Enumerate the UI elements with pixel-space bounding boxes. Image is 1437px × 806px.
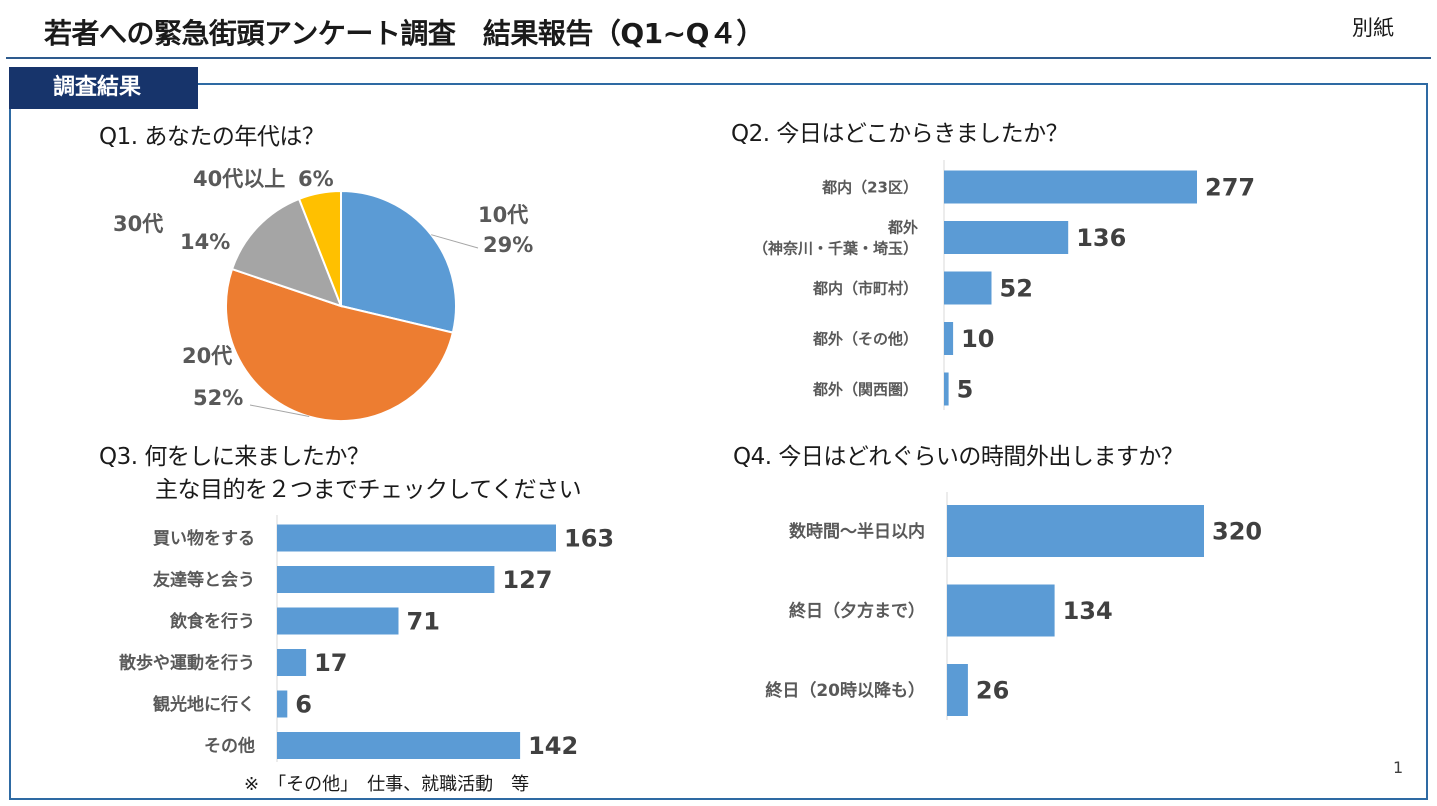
bar [947, 664, 968, 716]
page-number: 1 [1393, 758, 1404, 777]
bar-value: 127 [502, 566, 552, 594]
pie-label-category: 40代以上 [193, 167, 285, 191]
bar-value: 320 [1212, 518, 1262, 546]
section-tag: 調査結果 [9, 67, 198, 109]
title-divider [6, 57, 1431, 59]
category-label: その他 [204, 736, 255, 757]
bar [944, 372, 949, 406]
category-label: 数時間～半日以内 [789, 521, 925, 542]
category-label: 都内（23区） [821, 178, 918, 196]
bar-value: 163 [564, 525, 614, 553]
results-panel [9, 83, 1428, 800]
q3-title-line2: 主な目的を２つまでチェックしてください [155, 477, 582, 503]
bar [947, 584, 1055, 637]
bar-value: 10 [961, 325, 994, 353]
pie-leader-line [431, 234, 479, 249]
category-label: 観光地に行く [153, 694, 255, 715]
bar [947, 505, 1204, 557]
bar-value: 17 [314, 649, 347, 677]
pie-label-category: 30代 [113, 212, 163, 236]
bar-value: 6 [295, 691, 312, 719]
q3-title-line1: Q3. 何をしに来ましたか？ [99, 444, 370, 470]
q4-title: Q4. 今日はどれぐらいの時間外出しますか？ [733, 444, 1184, 470]
category-label: 終日（20時以降も） [765, 680, 925, 701]
category-label: 都外（関西圏） [812, 380, 918, 398]
bar-value: 71 [407, 608, 440, 636]
bar [277, 524, 556, 552]
bar [944, 170, 1197, 204]
bar [944, 221, 1069, 254]
category-label: 都外（その他） [812, 330, 918, 348]
bar [944, 322, 954, 355]
pie-slice [230, 197, 343, 308]
pie-label-category: 20代 [182, 344, 232, 368]
category-label: 友達等と会う [153, 570, 255, 591]
bar-value: 134 [1063, 597, 1113, 625]
bar [277, 690, 288, 718]
pie-slice [297, 189, 342, 307]
bar [277, 566, 495, 593]
category-label: 都内（市町村） [812, 279, 918, 297]
attachment-label: 別紙 [1352, 16, 1394, 40]
pie-label-value: 29% [483, 233, 533, 257]
category-label: （神奈川・千葉・埼玉） [753, 239, 918, 257]
bar [277, 607, 399, 635]
category-label: 飲食を行う [169, 611, 255, 632]
category-label: 散歩や運動を行う [119, 653, 255, 674]
pie-leader-line [249, 404, 310, 417]
category-label: 終日（夕方まで） [789, 601, 925, 622]
q1-title: Q1. あなたの年代は？ [99, 124, 325, 150]
pie-slice [225, 267, 455, 423]
pie-label-value: 14% [180, 230, 230, 254]
bar [944, 271, 992, 305]
bar-value: 26 [976, 677, 1009, 705]
pie-label-category: 10代 [478, 203, 528, 227]
bar-value: 5 [957, 376, 974, 404]
page-title: 若者への緊急街頭アンケート調査 結果報告（Q1~Q４） [44, 17, 764, 50]
pie-label-value: 52% [193, 386, 243, 410]
pie-label-value: 6% [298, 167, 334, 191]
bar-value: 277 [1205, 174, 1255, 202]
bar-value: 136 [1076, 224, 1126, 252]
bar [277, 732, 521, 759]
bar [277, 649, 307, 676]
category-label: 都外 [887, 218, 918, 236]
bar-value: 52 [1000, 275, 1033, 303]
category-label: 買い物をする [153, 528, 255, 549]
q2-title: Q2. 今日はどこからきましたか？ [731, 121, 1069, 147]
bar-value: 142 [528, 732, 578, 760]
footnote: ※ 「その他」 仕事、就職活動 等 [244, 774, 530, 795]
